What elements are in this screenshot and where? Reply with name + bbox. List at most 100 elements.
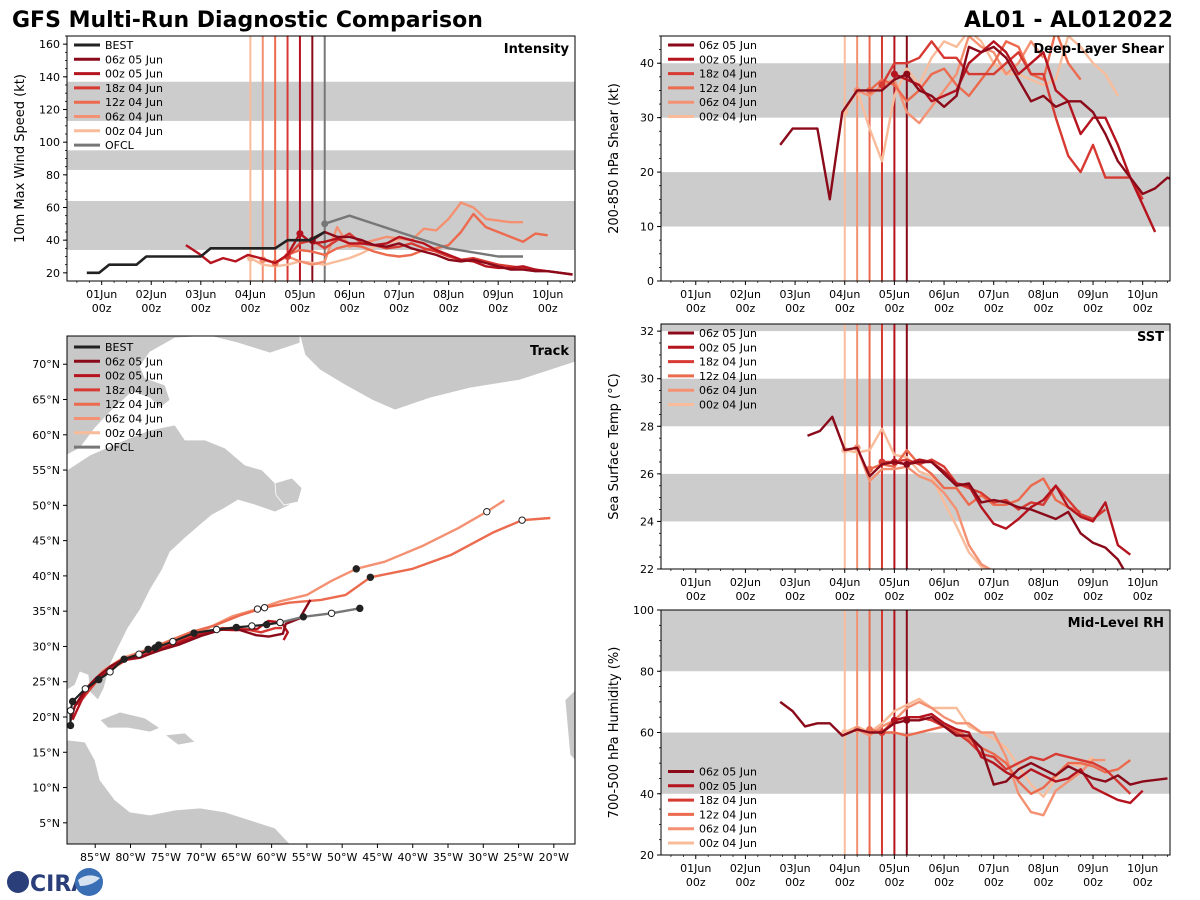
rh-x-tick-hour: 00z bbox=[934, 876, 954, 889]
intensity-threshold-band bbox=[67, 81, 575, 121]
sst-legend-label: 18z 04 Jun bbox=[699, 356, 757, 369]
track-x-tick-label: 50°W bbox=[327, 851, 357, 864]
sst-x-tick-hour: 00z bbox=[785, 590, 805, 603]
track-best-position bbox=[68, 697, 77, 706]
sst-x-tick-day: 09Jun bbox=[1077, 576, 1108, 589]
sst-x-tick-day: 03Jun bbox=[779, 576, 810, 589]
intensity-data-layer bbox=[67, 36, 575, 281]
track-run-position bbox=[483, 507, 491, 516]
sst-x-tick-day: 01Jun bbox=[680, 576, 711, 589]
intensity-x-tick-day: 09Jun bbox=[483, 288, 514, 301]
shear-init-marker bbox=[878, 81, 886, 89]
shear-x-tick-hour: 00z bbox=[984, 302, 1004, 315]
track-legend-label: OFCL bbox=[105, 441, 135, 454]
track-y-tick-label: 30°N bbox=[32, 640, 60, 653]
shear-y-tick-label: 10 bbox=[640, 221, 654, 234]
track-ofcl-line bbox=[279, 607, 361, 624]
rh-y-tick-label: 20 bbox=[640, 849, 654, 862]
sst-x-tick-day: 04Jun bbox=[829, 576, 860, 589]
intensity-y-tick-label: 100 bbox=[39, 136, 60, 149]
shear-x-tick-day: 03Jun bbox=[779, 288, 810, 301]
track-legend-label: 00z 04 Jun bbox=[105, 427, 163, 440]
sst-x-tick-day: 10Jun bbox=[1127, 576, 1158, 589]
rh-legend-label: 12z 04 Jun bbox=[699, 808, 757, 821]
track-best-position bbox=[232, 623, 241, 632]
intensity-panel: 2040608010012014016001Jun00z02Jun00z03Ju… bbox=[13, 35, 576, 315]
sst-y-tick-label: 28 bbox=[640, 420, 654, 433]
land-masses bbox=[67, 336, 575, 844]
intensity-x-tick-hour: 00z bbox=[240, 302, 260, 315]
shear-y-tick-label: 40 bbox=[640, 57, 654, 70]
intensity-x-tick-hour: 00z bbox=[141, 302, 161, 315]
track-best-position bbox=[248, 622, 256, 630]
track-ofcl-position bbox=[356, 604, 364, 613]
track-best-position bbox=[106, 668, 114, 676]
intensity-series-line bbox=[311, 230, 573, 276]
shear-legend-label: 06z 05 Jun bbox=[699, 39, 757, 52]
shear-legend-label: 00z 04 Jun bbox=[699, 111, 757, 124]
shear-init-marker bbox=[903, 70, 911, 78]
track-legend-label: BEST bbox=[105, 341, 133, 354]
intensity-x-tick-day: 02Jun bbox=[136, 288, 167, 301]
intensity-legend-label: 00z 04 Jun bbox=[105, 125, 163, 138]
track-y-tick-label: 40°N bbox=[32, 570, 60, 583]
sst-threshold-band bbox=[661, 324, 1170, 332]
intensity-x-tick-hour: 00z bbox=[488, 302, 508, 315]
shear-series-line bbox=[779, 45, 1170, 201]
track-best-position bbox=[67, 706, 75, 715]
track-best-position bbox=[135, 650, 143, 658]
shear-x-tick-hour: 00z bbox=[686, 302, 706, 315]
sst-x-tick-day: 08Jun bbox=[1028, 576, 1059, 589]
intensity-panel-title: Intensity bbox=[504, 42, 570, 57]
sst-y-tick-label: 32 bbox=[640, 325, 654, 338]
track-x-tick-label: 65°W bbox=[221, 851, 251, 864]
intensity-ofcl-line bbox=[324, 214, 523, 258]
sst-series-line bbox=[869, 448, 1082, 514]
shear-legend-label: 00z 05 Jun bbox=[699, 53, 757, 66]
rh-x-tick-hour: 00z bbox=[1033, 876, 1053, 889]
track-x-tick-label: 45°W bbox=[362, 851, 392, 864]
track-run-position bbox=[352, 565, 360, 573]
cira-logo: CIRA bbox=[7, 868, 103, 897]
shear-x-tick-hour: 00z bbox=[736, 302, 756, 315]
track-data-layer bbox=[67, 499, 551, 730]
rh-x-tick-day: 06Jun bbox=[928, 862, 959, 875]
north-america-land bbox=[67, 336, 301, 456]
intensity-series-line bbox=[274, 212, 548, 265]
shear-y-axis-label: 200-850 hPa Shear (kt) bbox=[607, 83, 622, 234]
sst-x-tick-hour: 00z bbox=[934, 590, 954, 603]
track-x-tick-label: 80°W bbox=[115, 851, 145, 864]
intensity-x-tick-day: 08Jun bbox=[433, 288, 464, 301]
intensity-y-tick-label: 80 bbox=[46, 169, 60, 182]
sst-x-tick-day: 02Jun bbox=[730, 576, 761, 589]
shear-x-tick-day: 06Jun bbox=[928, 288, 959, 301]
rh-x-tick-hour: 00z bbox=[686, 876, 706, 889]
shear-panel: 01020304001Jun00z02Jun00z03Jun00z04Jun00… bbox=[607, 35, 1171, 315]
shear-x-tick-hour: 00z bbox=[885, 302, 905, 315]
shear-series-line bbox=[843, 36, 1119, 163]
sst-legend-label: 00z 04 Jun bbox=[699, 399, 757, 412]
cuba-land bbox=[99, 711, 161, 733]
rh-x-tick-day: 05Jun bbox=[879, 862, 910, 875]
track-x-tick-label: 20°W bbox=[539, 851, 569, 864]
track-best-position bbox=[190, 629, 198, 637]
shear-x-tick-hour: 00z bbox=[934, 302, 954, 315]
shear-x-tick-day: 01Jun bbox=[680, 288, 711, 301]
track-x-tick-label: 55°W bbox=[292, 851, 322, 864]
track-y-tick-label: 15°N bbox=[32, 746, 60, 759]
shear-x-tick-day: 10Jun bbox=[1127, 288, 1158, 301]
rh-panel: 2040608010001Jun00z02Jun00z03Jun00z04Jun… bbox=[607, 604, 1171, 889]
track-x-tick-label: 60°W bbox=[256, 851, 286, 864]
rh-x-tick-day: 04Jun bbox=[829, 862, 860, 875]
rh-legend-label: 18z 04 Jun bbox=[699, 794, 757, 807]
rh-legend-label: 00z 04 Jun bbox=[699, 837, 757, 850]
track-y-tick-label: 35°N bbox=[32, 605, 60, 618]
sst-x-tick-hour: 00z bbox=[736, 590, 756, 603]
track-x-tick-label: 85°W bbox=[80, 851, 110, 864]
shear-x-tick-hour: 00z bbox=[1133, 302, 1153, 315]
intensity-x-tick-hour: 00z bbox=[92, 302, 112, 315]
intensity-x-tick-hour: 00z bbox=[538, 302, 558, 315]
track-best-position bbox=[81, 685, 90, 693]
rh-x-tick-hour: 00z bbox=[785, 876, 805, 889]
sst-x-tick-hour: 00z bbox=[984, 590, 1004, 603]
